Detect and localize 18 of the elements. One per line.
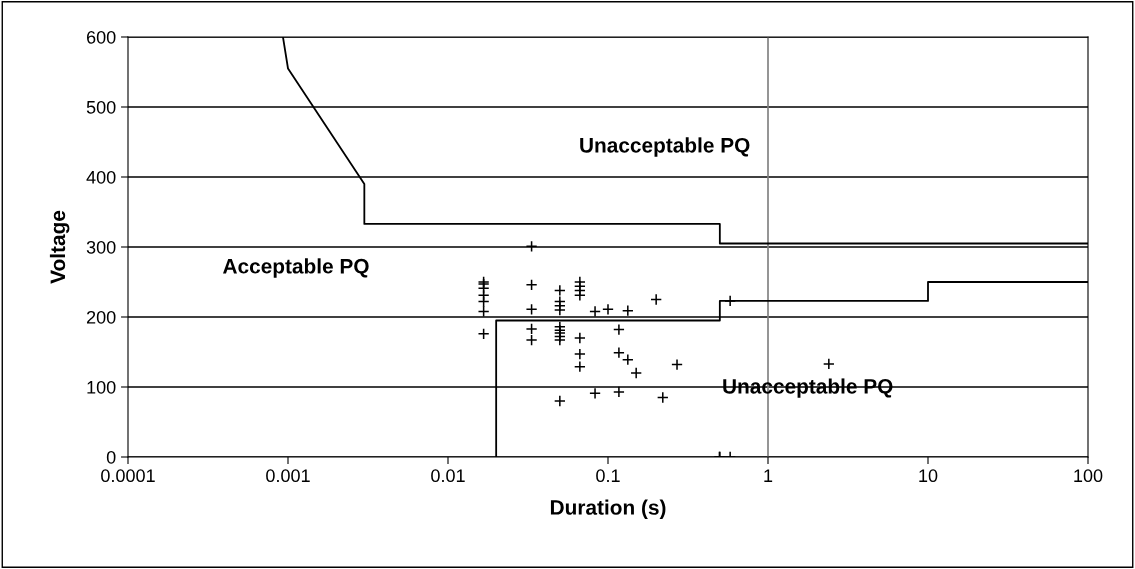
x-tick-label: 100	[1074, 469, 1103, 483]
y-tick-label: 300	[86, 240, 116, 254]
x-axis-title: Duration (s)	[550, 499, 666, 519]
x-tick-label: 0.001	[266, 469, 310, 483]
y-tick-label: 200	[86, 310, 116, 324]
y-axis-title: Voltage	[49, 210, 70, 284]
x-tick-label: 0.1	[596, 469, 620, 483]
y-tick-label: 0	[106, 450, 116, 464]
y-tick-label: 500	[86, 100, 116, 114]
x-tick-label: 1	[764, 469, 773, 482]
y-tick-label: 100	[87, 380, 116, 394]
y-tick-label: 600	[86, 30, 116, 44]
y-tick-label: 400	[86, 170, 116, 184]
annotation: Unacceptable PQ	[580, 137, 750, 157]
x-tick-label: 10	[919, 469, 938, 483]
annotation: Acceptable PQ	[223, 258, 369, 278]
x-tick-label: 0.0001	[101, 469, 155, 483]
x-tick-label: 0.01	[431, 469, 465, 483]
